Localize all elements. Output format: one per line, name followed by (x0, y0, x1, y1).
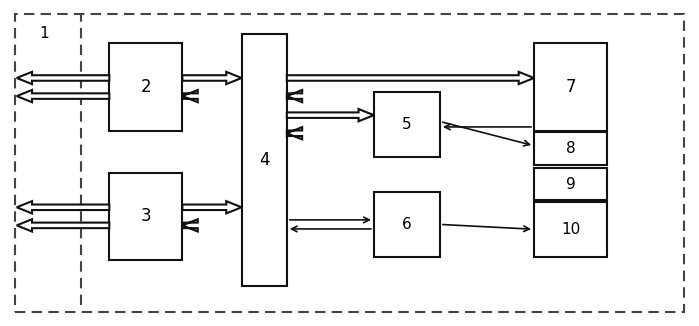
Polygon shape (182, 72, 242, 84)
Text: 7: 7 (565, 78, 576, 96)
Bar (534, 168, 607, 200)
Text: 2: 2 (140, 78, 151, 96)
Text: 5: 5 (402, 117, 412, 132)
Text: 6: 6 (402, 217, 412, 232)
Text: 3: 3 (140, 207, 151, 225)
Polygon shape (287, 109, 374, 121)
Polygon shape (287, 127, 302, 140)
Polygon shape (182, 201, 242, 214)
Text: 9: 9 (565, 176, 575, 191)
Bar (534, 43, 607, 131)
Text: 1: 1 (40, 26, 50, 41)
Polygon shape (17, 201, 109, 214)
Polygon shape (17, 72, 109, 84)
Text: 8: 8 (565, 141, 575, 156)
Bar (109, 173, 182, 260)
Polygon shape (17, 219, 109, 231)
Bar (374, 192, 440, 257)
Bar (534, 132, 607, 165)
Polygon shape (182, 90, 198, 102)
Text: 4: 4 (259, 151, 269, 169)
Bar (109, 43, 182, 131)
Text: 10: 10 (561, 222, 580, 237)
Polygon shape (182, 219, 198, 231)
Polygon shape (287, 72, 534, 84)
Bar (242, 34, 287, 286)
Bar (374, 92, 440, 156)
Polygon shape (287, 90, 302, 102)
Polygon shape (17, 90, 109, 102)
Bar (534, 202, 607, 257)
